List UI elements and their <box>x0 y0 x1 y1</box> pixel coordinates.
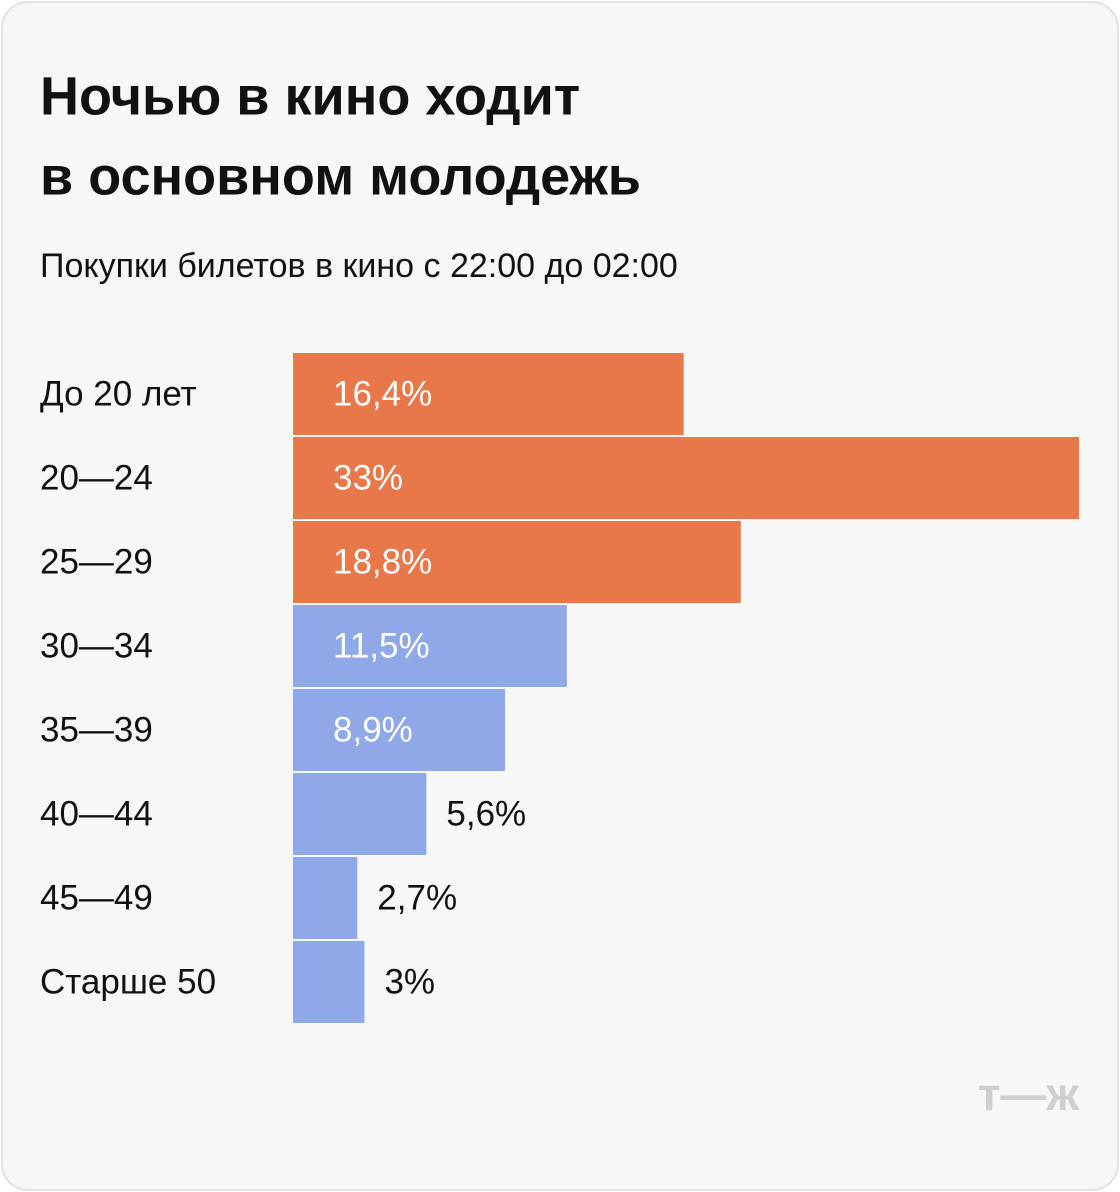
value-label: 2,7% <box>377 878 457 917</box>
y-tick-label: 45—49 <box>40 878 153 917</box>
bar <box>293 773 427 855</box>
value-label: 3% <box>384 962 435 1001</box>
bar <box>293 521 741 603</box>
value-label: 5,6% <box>446 794 526 833</box>
y-tick-label: Старше 50 <box>40 962 216 1001</box>
bar <box>293 857 358 939</box>
bar <box>293 941 365 1023</box>
value-label: 8,9% <box>333 710 413 749</box>
chart-title: Ночью в кино ходит <box>40 66 580 126</box>
y-tick-label: До 20 лет <box>40 374 197 413</box>
bar <box>293 605 567 687</box>
y-tick-label: 20—24 <box>40 458 153 497</box>
y-tick-label: 40—44 <box>40 794 153 833</box>
y-tick-label: 25—29 <box>40 542 153 581</box>
bar <box>293 353 684 435</box>
value-label: 11,5% <box>333 626 430 665</box>
chart-title: в основном молодежь <box>40 146 641 206</box>
y-tick-label: 35—39 <box>40 710 153 749</box>
value-label: 18,8% <box>333 542 432 581</box>
value-label: 16,4% <box>333 374 432 413</box>
y-tick-label: 30—34 <box>40 626 153 665</box>
logo: т—ж <box>978 1068 1080 1120</box>
value-label: 33% <box>333 458 403 497</box>
bar <box>293 689 505 771</box>
chart-subtitle: Покупки билетов в кино с 22:00 до 02:00 <box>40 247 678 285</box>
bar <box>293 437 1079 519</box>
